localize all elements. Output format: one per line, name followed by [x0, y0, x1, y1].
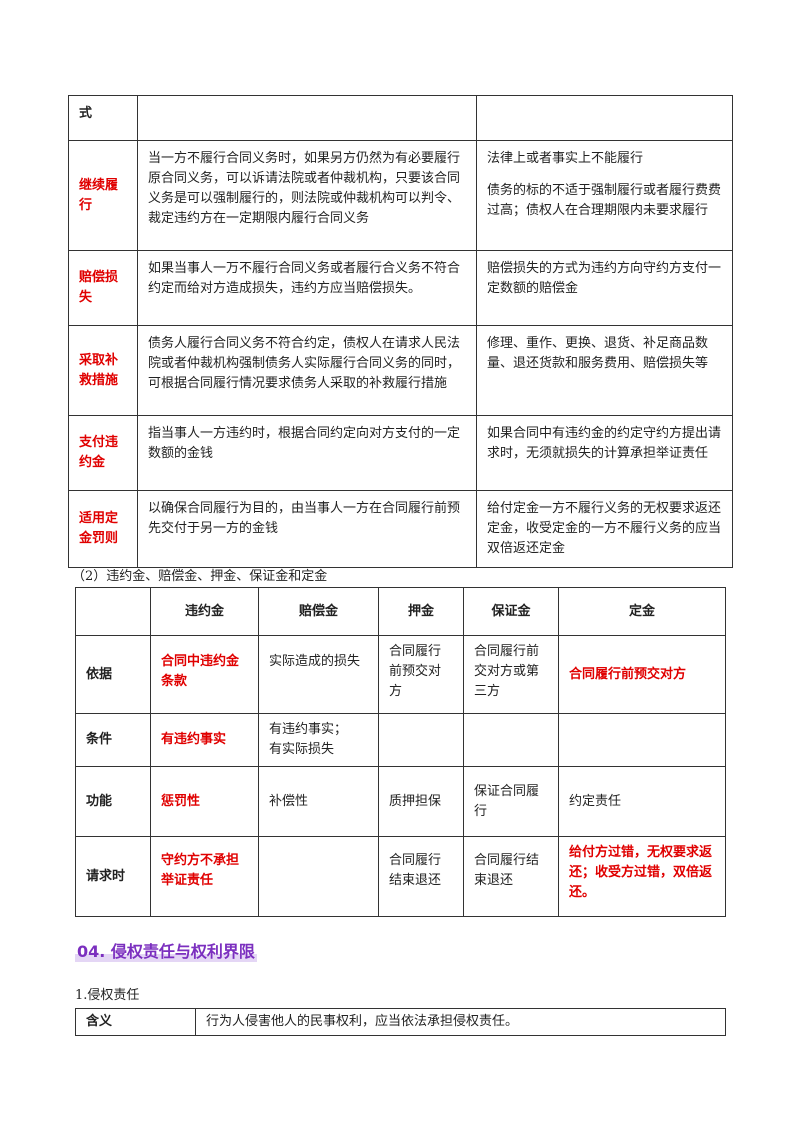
cell: 惩罚性 — [150, 766, 259, 837]
cell: 以确保合同履行为目的，由当事人一方在合同履行前预先交付于另一方的金钱 — [137, 490, 477, 568]
cell: 采取补救措施 — [68, 325, 138, 416]
cell: 约定责任 — [558, 766, 726, 837]
cell — [75, 587, 151, 636]
cell — [378, 713, 464, 767]
cell: 行为人侵害他人的民事权利，应当依法承担侵权责任。 — [195, 1008, 726, 1036]
cell: 含义 — [75, 1008, 196, 1036]
cell: 支付违约金 — [68, 415, 138, 491]
cell: 保证合同履行 — [463, 766, 559, 837]
cell: 式 — [68, 95, 138, 141]
caption: （2）违约金、赔偿金、押金、保证金和定金 — [72, 569, 328, 584]
cell: 如果当事人一万不履行合同义务或者履行合义务不符合约定而给对方造成损失，违约方应当… — [137, 250, 477, 326]
cell: 合同履行前预交对方 — [378, 635, 464, 714]
cell — [258, 836, 379, 917]
cell: 补偿性 — [258, 766, 379, 837]
cell: 法律上或者事实上不能履行债务的标的不适于强制履行或者履行费费过高；债权人在合理期… — [476, 140, 733, 251]
cell — [476, 95, 733, 141]
cell: 合同中违约金条款 — [150, 635, 259, 714]
cell: 合同履行前预交对方 — [558, 635, 726, 714]
cell: 当一方不履行合同义务时，如果另方仍然为有必要履行原合同义务，可以诉请法院或者仲裁… — [137, 140, 477, 251]
cell: 适用定金罚则 — [68, 490, 138, 568]
cell: 给付定金一方不履行义务的无权要求返还定金，收受定金的一方不履行义务的应当双倍返还… — [476, 490, 733, 568]
row-label: 请求时 — [75, 836, 151, 917]
cell: 给付方过错，无权要求返还；收受方过错，双倍返还。 — [558, 836, 726, 917]
row-label: 依据 — [75, 635, 151, 714]
cell: 有违约事实 — [150, 713, 259, 767]
header-cell: 违约金 — [150, 587, 259, 636]
cell: 合同履行前交对方或第三方 — [463, 635, 559, 714]
cell: 守约方不承担举证责任 — [150, 836, 259, 917]
liability-table: 式 继续履行 当一方不履行合同义务时，如果另方仍然为有必要履行原合同义务，可以诉请… — [68, 95, 733, 568]
cell: 合同履行结束退还 — [463, 836, 559, 917]
header-cell: 押金 — [378, 587, 464, 636]
cell — [137, 95, 477, 141]
paragraph: 债务的标的不适于强制履行或者履行费费过高；债权人在合理期限内未要求履行 — [487, 183, 722, 218]
section-heading: 04. 侵权责任与权利界限 — [75, 942, 257, 962]
cell — [558, 713, 726, 767]
cell: 质押担保 — [378, 766, 464, 837]
cell: 指当事人一方违约时，根据合同约定向对方支付的一定数额的金钱 — [137, 415, 477, 491]
cell: 有违约事实； 有实际损失 — [258, 713, 379, 767]
subheading: 1.侵权责任 — [75, 988, 140, 1003]
cell — [463, 713, 559, 767]
header-cell: 定金 — [558, 587, 726, 636]
cell: 修理、重作、更换、退货、补足商品数量、退还货款和服务费用、赔偿损失等 — [476, 325, 733, 416]
cell: 合同履行结束退还 — [378, 836, 464, 917]
paragraph: 法律上或者事实上不能履行 — [487, 151, 644, 166]
cell: 如果合同中有违约金的约定守约方提出请求时，无须就损失的计算承担举证责任 — [476, 415, 733, 491]
cell: 赔偿损失的方式为违约方向守约方支付一定数额的赔偿金 — [476, 250, 733, 326]
cell: 赔偿损失 — [68, 250, 138, 326]
header-cell: 保证金 — [463, 587, 559, 636]
cell: 继续履行 — [68, 140, 138, 251]
cell: 债务人履行合同义务不符合约定，债权人在请求人民法院或者仲裁机构强制债务人实际履行… — [137, 325, 477, 416]
deposit-table: 违约金 赔偿金 押金 保证金 定金 依据 合同中违约金条款 实际造成的损失 合同… — [75, 587, 726, 917]
cell: 实际造成的损失 — [258, 635, 379, 714]
header-cell: 赔偿金 — [258, 587, 379, 636]
row-label: 功能 — [75, 766, 151, 837]
definition-table: 含义 行为人侵害他人的民事权利，应当依法承担侵权责任。 — [75, 1008, 726, 1036]
row-label: 条件 — [75, 713, 151, 767]
